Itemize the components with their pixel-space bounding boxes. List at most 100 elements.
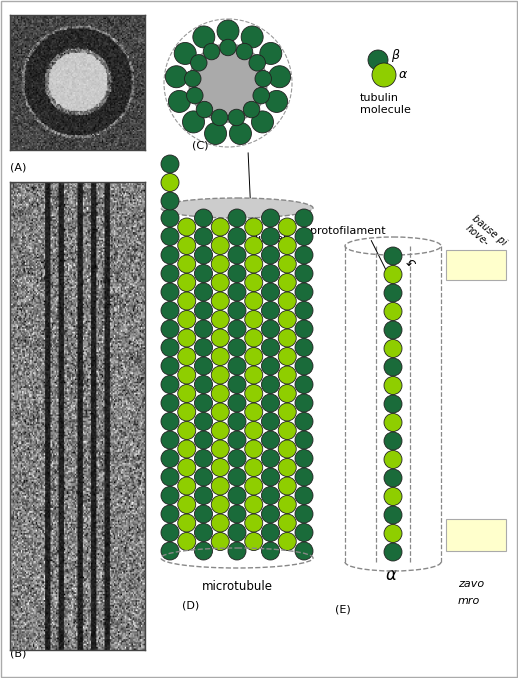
Circle shape	[244, 514, 263, 532]
Circle shape	[278, 218, 296, 236]
Circle shape	[161, 487, 179, 504]
Circle shape	[295, 523, 313, 542]
Circle shape	[161, 431, 179, 449]
Circle shape	[211, 384, 229, 403]
Circle shape	[262, 468, 280, 486]
Circle shape	[178, 311, 196, 329]
Circle shape	[253, 87, 269, 104]
Circle shape	[193, 26, 215, 48]
Circle shape	[278, 403, 296, 421]
Circle shape	[384, 302, 402, 321]
Circle shape	[228, 302, 246, 319]
Circle shape	[295, 468, 313, 486]
Circle shape	[168, 90, 191, 113]
Circle shape	[228, 505, 246, 523]
Circle shape	[262, 283, 280, 301]
Text: (A): (A)	[10, 163, 26, 173]
Text: minus
end: minus end	[450, 522, 486, 550]
Circle shape	[194, 246, 212, 264]
FancyBboxPatch shape	[446, 519, 506, 551]
FancyBboxPatch shape	[446, 250, 506, 280]
Circle shape	[278, 329, 296, 347]
Circle shape	[211, 237, 229, 254]
Circle shape	[278, 514, 296, 532]
Text: bause pi
hove-: bause pi hove-	[463, 214, 509, 257]
Circle shape	[295, 302, 313, 319]
Circle shape	[384, 432, 402, 450]
Circle shape	[384, 450, 402, 468]
Circle shape	[161, 338, 179, 357]
Circle shape	[228, 209, 246, 227]
Circle shape	[161, 468, 179, 486]
Circle shape	[262, 542, 280, 560]
Circle shape	[194, 431, 212, 449]
Circle shape	[211, 366, 229, 384]
Circle shape	[228, 320, 246, 338]
Circle shape	[194, 209, 212, 227]
Circle shape	[295, 376, 313, 393]
Circle shape	[243, 101, 260, 118]
Circle shape	[228, 264, 246, 283]
Circle shape	[384, 284, 402, 302]
Circle shape	[182, 111, 205, 133]
Circle shape	[262, 228, 280, 245]
Circle shape	[191, 55, 207, 71]
Circle shape	[295, 542, 313, 560]
Circle shape	[178, 532, 196, 551]
Circle shape	[178, 458, 196, 477]
Circle shape	[368, 50, 388, 70]
Circle shape	[384, 543, 402, 561]
Circle shape	[161, 246, 179, 264]
Circle shape	[244, 255, 263, 273]
Circle shape	[211, 458, 229, 477]
Circle shape	[161, 228, 179, 245]
Text: mro: mro	[458, 596, 480, 606]
Circle shape	[178, 422, 196, 439]
Circle shape	[178, 384, 196, 403]
Circle shape	[161, 505, 179, 523]
Circle shape	[194, 487, 212, 504]
Circle shape	[244, 237, 263, 254]
Circle shape	[161, 450, 179, 468]
Circle shape	[178, 273, 196, 292]
Circle shape	[211, 329, 229, 347]
Circle shape	[278, 422, 296, 439]
Circle shape	[194, 357, 212, 375]
Circle shape	[278, 255, 296, 273]
Circle shape	[262, 264, 280, 283]
Circle shape	[262, 487, 280, 504]
Circle shape	[196, 101, 213, 118]
Circle shape	[205, 123, 226, 144]
Circle shape	[211, 255, 229, 273]
Circle shape	[295, 357, 313, 375]
Circle shape	[217, 20, 239, 42]
Circle shape	[244, 366, 263, 384]
Circle shape	[384, 340, 402, 357]
Circle shape	[241, 26, 263, 48]
Circle shape	[178, 218, 196, 236]
Circle shape	[228, 283, 246, 301]
Circle shape	[228, 338, 246, 357]
Circle shape	[194, 228, 212, 245]
Circle shape	[295, 394, 313, 412]
Circle shape	[220, 39, 236, 56]
Circle shape	[211, 403, 229, 421]
Circle shape	[384, 414, 402, 431]
Circle shape	[262, 394, 280, 412]
Circle shape	[178, 366, 196, 384]
Circle shape	[278, 440, 296, 458]
Circle shape	[161, 174, 179, 191]
Text: tubulin
molecule: tubulin molecule	[360, 93, 411, 115]
Text: lumen: lumen	[255, 234, 290, 244]
Circle shape	[211, 273, 229, 292]
Circle shape	[228, 376, 246, 393]
Circle shape	[161, 412, 179, 431]
Circle shape	[244, 384, 263, 403]
Circle shape	[178, 477, 196, 495]
Circle shape	[228, 487, 246, 504]
Circle shape	[278, 348, 296, 365]
Circle shape	[228, 394, 246, 412]
Circle shape	[295, 320, 313, 338]
Circle shape	[244, 403, 263, 421]
Circle shape	[211, 311, 229, 329]
